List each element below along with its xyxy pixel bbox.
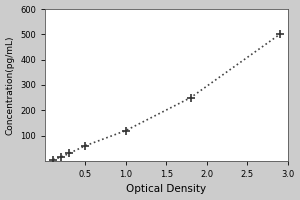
X-axis label: Optical Density: Optical Density — [126, 184, 206, 194]
Y-axis label: Concentration(pg/mL): Concentration(pg/mL) — [6, 35, 15, 135]
